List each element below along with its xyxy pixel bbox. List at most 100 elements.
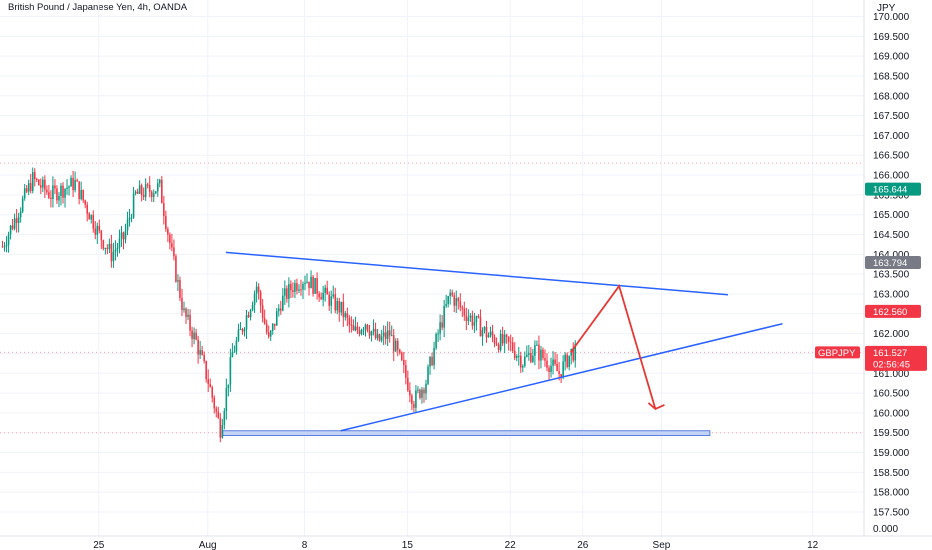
candle-body (536, 344, 538, 346)
candle-body (195, 332, 197, 340)
candle-body (477, 316, 480, 318)
candle-body (417, 389, 419, 391)
candle-body (340, 301, 343, 313)
candle-body (255, 286, 258, 294)
candle-body (21, 198, 24, 212)
candle-body (273, 323, 276, 326)
candle-body (249, 310, 252, 318)
price-tag-bg (865, 182, 921, 196)
candle-body (515, 356, 518, 358)
price-tick-label: 159.000 (873, 448, 910, 459)
candle-body (443, 306, 445, 328)
candle-body (267, 332, 270, 337)
candle-body (92, 215, 95, 229)
candle-body (501, 333, 504, 344)
candle-body (209, 383, 212, 388)
price-tick-label: 160.500 (873, 389, 910, 400)
candle-body (191, 330, 193, 340)
candle-body (338, 301, 341, 313)
candle-body (13, 218, 16, 229)
candle-body (259, 292, 262, 306)
price-tick-label: 159.500 (873, 428, 910, 439)
symbol-tag: GBPJPY (818, 348, 856, 359)
candle-body (368, 330, 371, 336)
candle-body (398, 349, 401, 353)
price-tick-label: 162.000 (873, 329, 910, 340)
candle-body (199, 350, 201, 355)
candle-body (405, 365, 407, 378)
candle-body (223, 410, 226, 426)
candle-body (245, 315, 248, 330)
candle-body (138, 185, 141, 194)
symbol-tag-bg (815, 346, 860, 359)
candle-body (352, 325, 355, 331)
candle-body (207, 379, 209, 384)
candle-body (96, 225, 99, 235)
candle-body (122, 232, 125, 240)
candle-body (116, 247, 119, 250)
price-tick-label: 160.000 (873, 408, 910, 419)
candle-body (447, 296, 449, 305)
candle-body (110, 243, 113, 262)
candle-body (102, 240, 105, 249)
candle-body (126, 219, 129, 231)
candle-body (38, 179, 40, 186)
trendline (225, 251, 729, 296)
projection-path (569, 284, 657, 410)
candle-body (411, 395, 413, 404)
candle-body (52, 185, 54, 199)
candle-body (213, 397, 216, 409)
candle-body (261, 305, 264, 319)
candle-body (568, 355, 570, 367)
candle-body (481, 330, 484, 337)
candle-body (298, 289, 300, 291)
candle-body (11, 225, 14, 229)
candle-body (64, 188, 66, 198)
price-tick-label: 157.500 (873, 508, 910, 519)
candle-body (265, 323, 268, 333)
time-tick-label: 22 (505, 540, 517, 550)
candle-body (461, 307, 464, 309)
candle-body (104, 247, 107, 249)
candle-body (396, 340, 399, 350)
candle-body (296, 283, 298, 291)
candle-body (237, 329, 240, 341)
candle-body (44, 179, 46, 190)
candle-body (519, 355, 522, 368)
candle-body (193, 332, 195, 340)
candle-body (330, 296, 333, 306)
candle-body (441, 322, 443, 328)
candle-body (449, 292, 451, 297)
candle-body (413, 403, 415, 408)
candle-body (356, 326, 359, 331)
candle-body (362, 329, 365, 331)
candle-body (511, 342, 514, 351)
candle-body (27, 183, 30, 192)
candle-body (280, 308, 282, 311)
time-tick-label: Sep (653, 540, 671, 550)
candle-body (433, 348, 435, 366)
candle-body (271, 323, 274, 331)
candle-body (457, 298, 460, 302)
candle-body (479, 317, 482, 337)
candle-body (251, 304, 254, 311)
candle-body (48, 192, 50, 198)
candle-body (288, 284, 290, 299)
candle-body (56, 188, 58, 201)
candle-body (453, 295, 456, 306)
candle-body (358, 330, 361, 334)
candle-body (108, 243, 111, 249)
candle-body (421, 389, 423, 398)
candle-body (382, 332, 385, 337)
candle-body (388, 330, 391, 336)
candle-body (189, 314, 191, 331)
candle-body (163, 203, 165, 217)
candle-body (429, 356, 431, 367)
candle-body (320, 297, 322, 300)
candle-body (294, 283, 296, 292)
candle-body (100, 230, 103, 241)
candle-body (572, 348, 575, 361)
candle-body (304, 282, 306, 284)
candle-body (128, 217, 131, 220)
